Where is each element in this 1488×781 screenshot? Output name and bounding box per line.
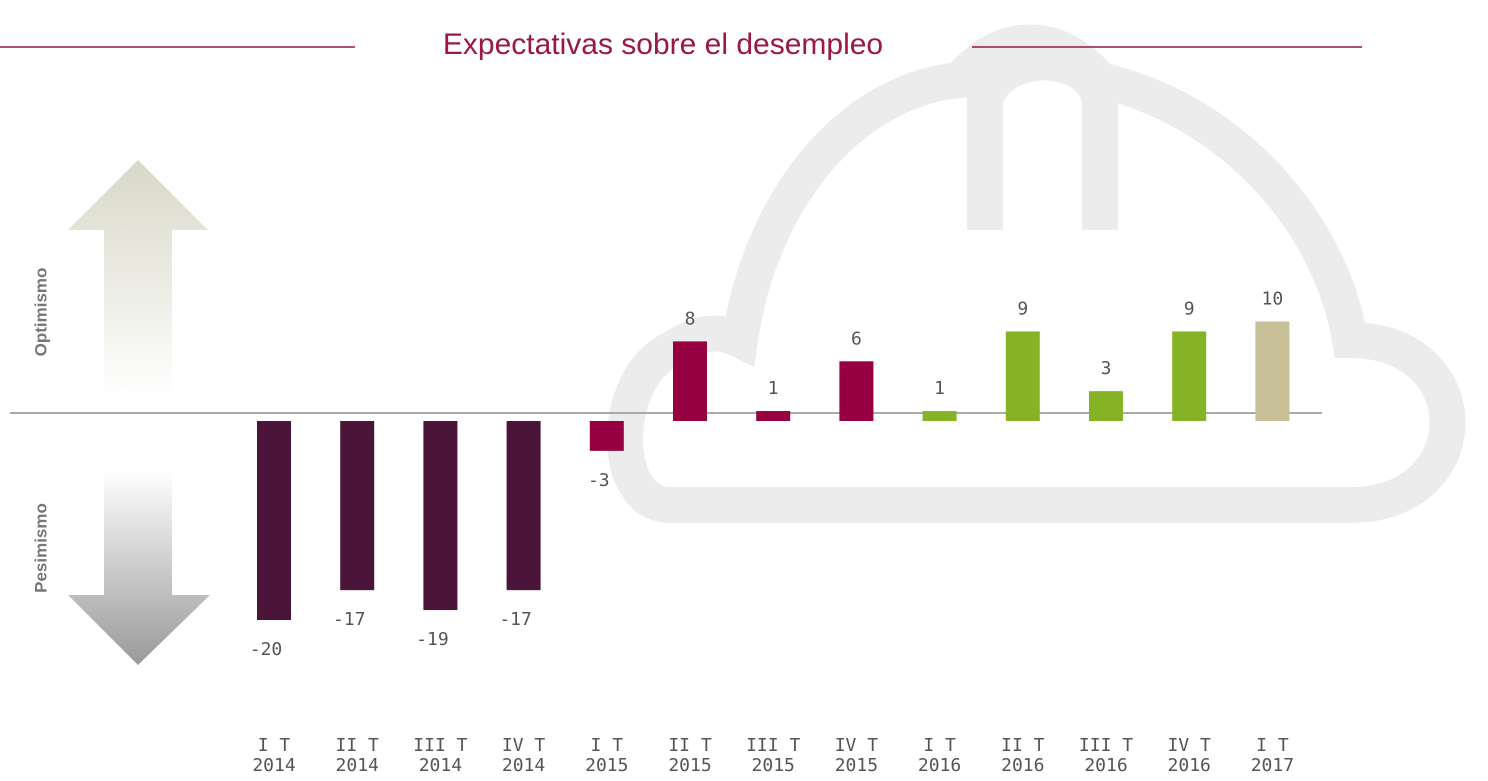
- x-tick-label: I T: [591, 735, 624, 756]
- x-tick-label: 2014: [502, 755, 545, 776]
- bar: [922, 411, 957, 421]
- x-tick-label: II T: [668, 735, 712, 756]
- x-tick-label: 2014: [419, 755, 462, 776]
- x-tick-label: II T: [1001, 735, 1045, 756]
- data-label: 9: [1017, 298, 1028, 319]
- bar: [756, 411, 791, 421]
- bar: [1255, 321, 1290, 421]
- x-tick-label: 2016: [918, 755, 961, 776]
- data-label: 6: [851, 328, 862, 349]
- bar: [506, 421, 541, 591]
- x-tick-label: 2014: [252, 755, 295, 776]
- x-tick-label: 2015: [668, 755, 711, 776]
- data-label: 8: [685, 308, 696, 329]
- side-label: Optimismo: [31, 268, 50, 357]
- bar: [673, 341, 707, 421]
- watermark: [607, 24, 1466, 523]
- data-label: -20: [250, 639, 283, 660]
- x-tick-label: 2015: [752, 755, 795, 776]
- chart-title: Expectativas sobre el desempleo: [443, 28, 883, 61]
- bar: [257, 421, 291, 620]
- side-label: Pesimismo: [31, 503, 50, 593]
- x-tick-label: IV T: [502, 735, 546, 756]
- x-tick-label: 2016: [1084, 755, 1127, 776]
- bar: [423, 421, 458, 611]
- bar: [839, 361, 874, 421]
- x-tick-label: II T: [336, 735, 380, 756]
- data-label: -17: [499, 609, 532, 630]
- data-label: 1: [934, 378, 945, 399]
- data-label: -19: [416, 629, 449, 650]
- x-tick-label: 2016: [1001, 755, 1044, 776]
- data-label: -17: [333, 609, 366, 630]
- x-tick-label: 2016: [1168, 755, 1211, 776]
- bar: [340, 421, 375, 591]
- data-label: 3: [1101, 358, 1112, 379]
- bar: [1172, 331, 1207, 421]
- data-label: 10: [1262, 289, 1284, 310]
- data-label: 1: [768, 378, 779, 399]
- x-tick-label: 2017: [1251, 755, 1294, 776]
- bar: [589, 421, 624, 451]
- bar: [1089, 391, 1123, 421]
- data-label: -3: [588, 470, 610, 491]
- x-tick-label: 2015: [585, 755, 628, 776]
- x-tick-label: I T: [258, 735, 291, 756]
- x-tick-label: IV T: [1168, 735, 1212, 756]
- x-tick-label: IV T: [835, 735, 879, 756]
- x-tick-label: III T: [1079, 735, 1133, 756]
- arrows: [68, 160, 210, 665]
- data-label: 9: [1184, 298, 1195, 319]
- x-tick-label: 2015: [835, 755, 878, 776]
- x-tick-label: 2014: [336, 755, 379, 776]
- x-tick-label: III T: [746, 735, 800, 756]
- bar: [1005, 331, 1040, 421]
- x-tick-label: I T: [1256, 735, 1289, 756]
- x-tick-label: III T: [413, 735, 467, 756]
- x-tick-label: I T: [923, 735, 956, 756]
